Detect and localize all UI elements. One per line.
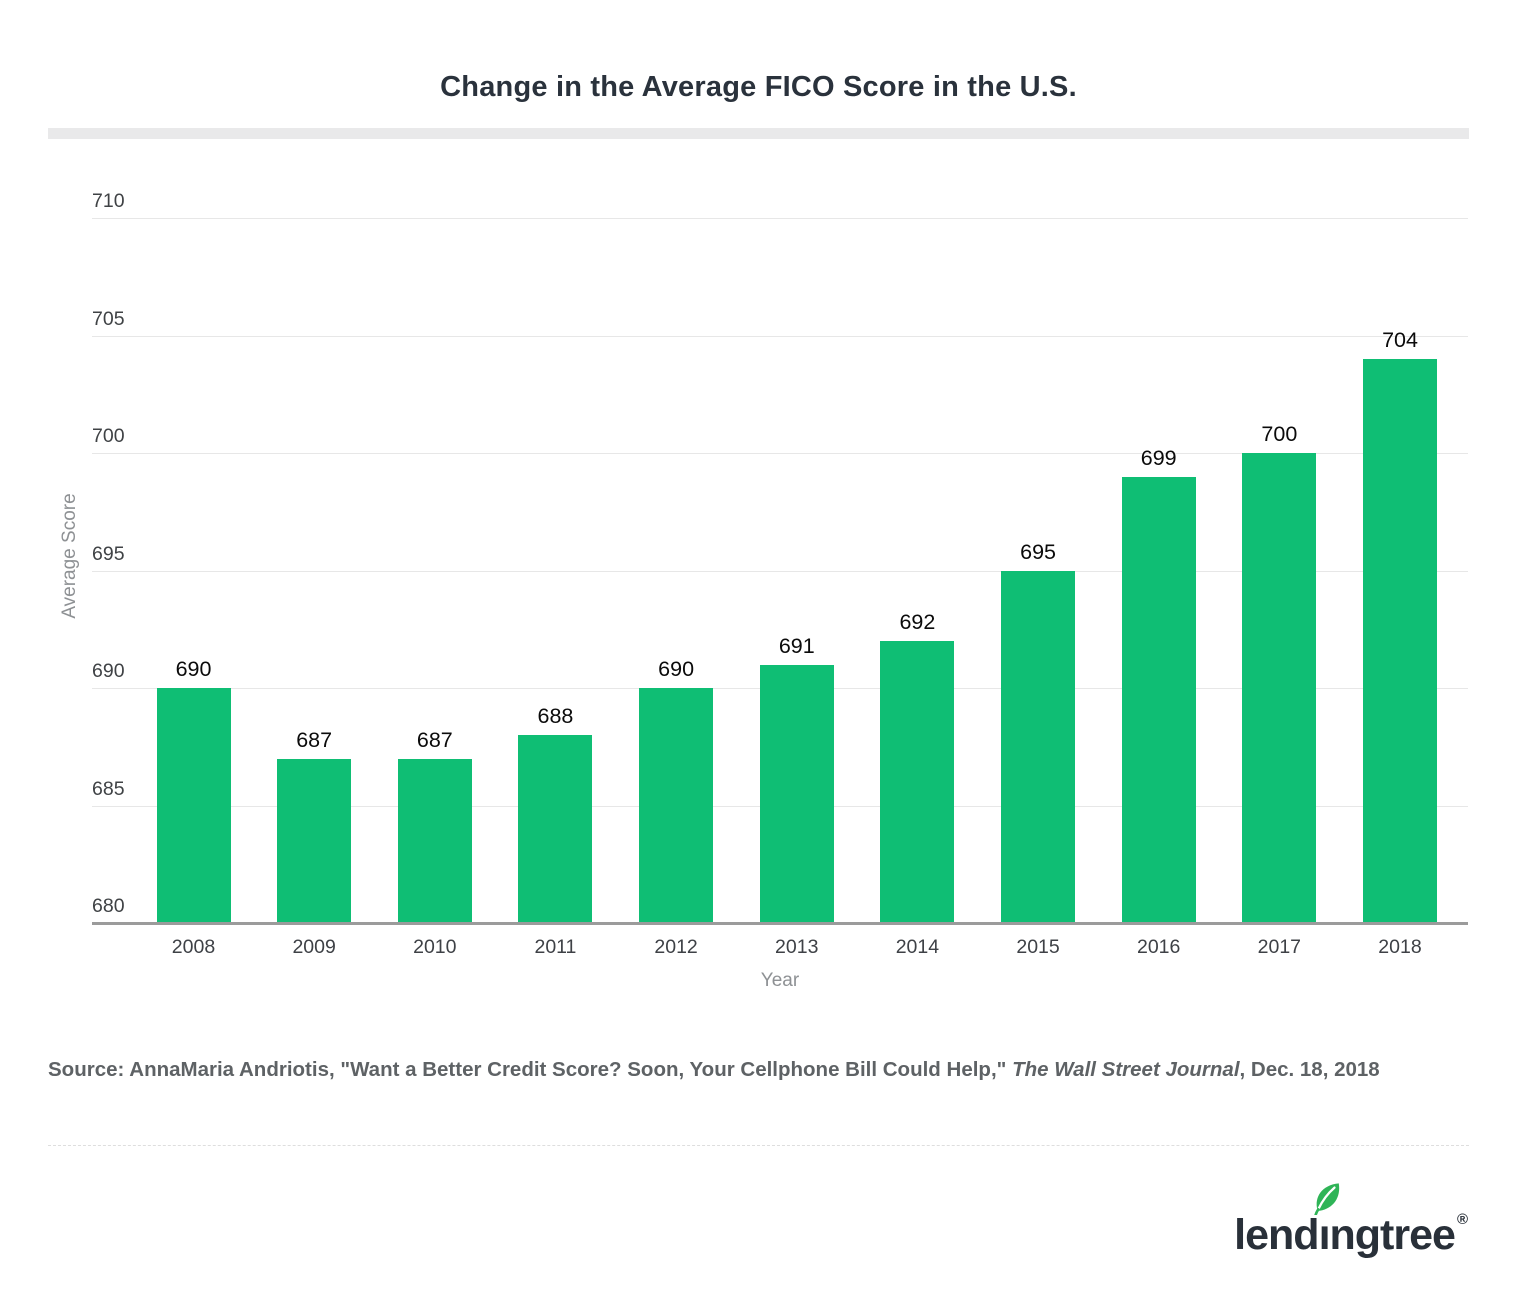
x-tick-2011: 2011: [534, 936, 577, 958]
bar-2013[interactable]: [759, 664, 834, 923]
bar-value-2012: 690: [658, 657, 695, 681]
x-tick-2013: 2013: [775, 936, 819, 958]
gridline-705: [92, 335, 1468, 337]
bar-2016[interactable]: [1121, 476, 1196, 923]
x-tick-2009: 2009: [292, 936, 336, 958]
bar-2015[interactable]: [1001, 570, 1076, 923]
bar-2018[interactable]: [1363, 359, 1437, 923]
chart-title: Change in the Average FICO Score in the …: [440, 71, 1077, 103]
y-tick-700: 700: [92, 425, 125, 447]
bar-2012[interactable]: [639, 688, 714, 923]
bar-value-2017: 700: [1261, 422, 1298, 446]
bar-value-2018: 704: [1382, 328, 1418, 352]
bar-2008[interactable]: [156, 688, 231, 923]
gridline-700: [92, 453, 1468, 454]
plot-area: Year 680 685 690 695 700 705 710 690 2008 687 2009…: [92, 190, 1468, 991]
x-tick-2016: 2016: [1136, 936, 1181, 958]
y-tick-680: 680: [92, 895, 125, 917]
gridline-695: [92, 570, 1468, 572]
x-tick-2012: 2012: [654, 936, 698, 958]
bar-value-2010: 687: [416, 727, 453, 752]
lendingtree-logo: lend ıngtree ®: [1234, 1183, 1468, 1260]
logo-letter-i: ı: [1313, 1183, 1339, 1260]
x-tick-2010: 2010: [413, 936, 457, 958]
y-tick-685: 685: [92, 777, 125, 800]
y-tick-695: 695: [92, 542, 125, 565]
source-text: Source: AnnaMaria Andriotis, "Want a Bet…: [48, 1058, 1013, 1081]
source-publication: The Wall Street Journal: [1012, 1058, 1240, 1081]
bar-value-2014: 692: [899, 610, 936, 634]
bar-value-2008: 690: [175, 657, 212, 681]
bar-value-2016: 699: [1140, 445, 1177, 470]
x-tick-2008: 2008: [171, 936, 216, 958]
gridline-710: [92, 218, 1468, 219]
leaf-icon: [1313, 1183, 1339, 1215]
x-tick-2017: 2017: [1257, 936, 1302, 958]
registered-mark: ®: [1456, 1211, 1468, 1228]
bar-2010[interactable]: [397, 758, 472, 923]
source-date: , Dec. 18, 2018: [1239, 1058, 1380, 1081]
x-tick-2014: 2014: [895, 936, 940, 958]
y-axis-title: Average Score: [59, 493, 80, 619]
bar-2011[interactable]: [518, 735, 593, 923]
x-tick-2018: 2018: [1378, 936, 1422, 958]
footer-divider: [48, 1145, 1469, 1146]
bar-2017[interactable]: [1242, 453, 1317, 923]
logo-text-i: ı: [1318, 1211, 1331, 1259]
bar-2014[interactable]: [880, 641, 955, 923]
bar-value-2009: 687: [296, 727, 333, 752]
bar-value-2015: 695: [1020, 539, 1056, 564]
source-citation: Source: AnnaMaria Andriotis, "Want a Bet…: [48, 1058, 1380, 1082]
x-tick-2015: 2015: [1016, 936, 1060, 958]
bar-value-2011: 688: [537, 704, 574, 728]
y-tick-705: 705: [92, 307, 125, 330]
y-tick-710: 710: [92, 190, 125, 212]
title-underline-band: [48, 128, 1469, 139]
x-axis-title: Year: [760, 970, 800, 991]
bar-value-2013: 691: [778, 633, 815, 658]
logo-text-pre: lend: [1234, 1211, 1319, 1259]
logo-text-post: ngtree: [1329, 1211, 1456, 1259]
x-axis-line: [92, 922, 1468, 925]
logo-wordmark: lend ıngtree ®: [1234, 1183, 1468, 1260]
bar-2009[interactable]: [277, 758, 352, 923]
y-tick-690: 690: [92, 660, 125, 682]
